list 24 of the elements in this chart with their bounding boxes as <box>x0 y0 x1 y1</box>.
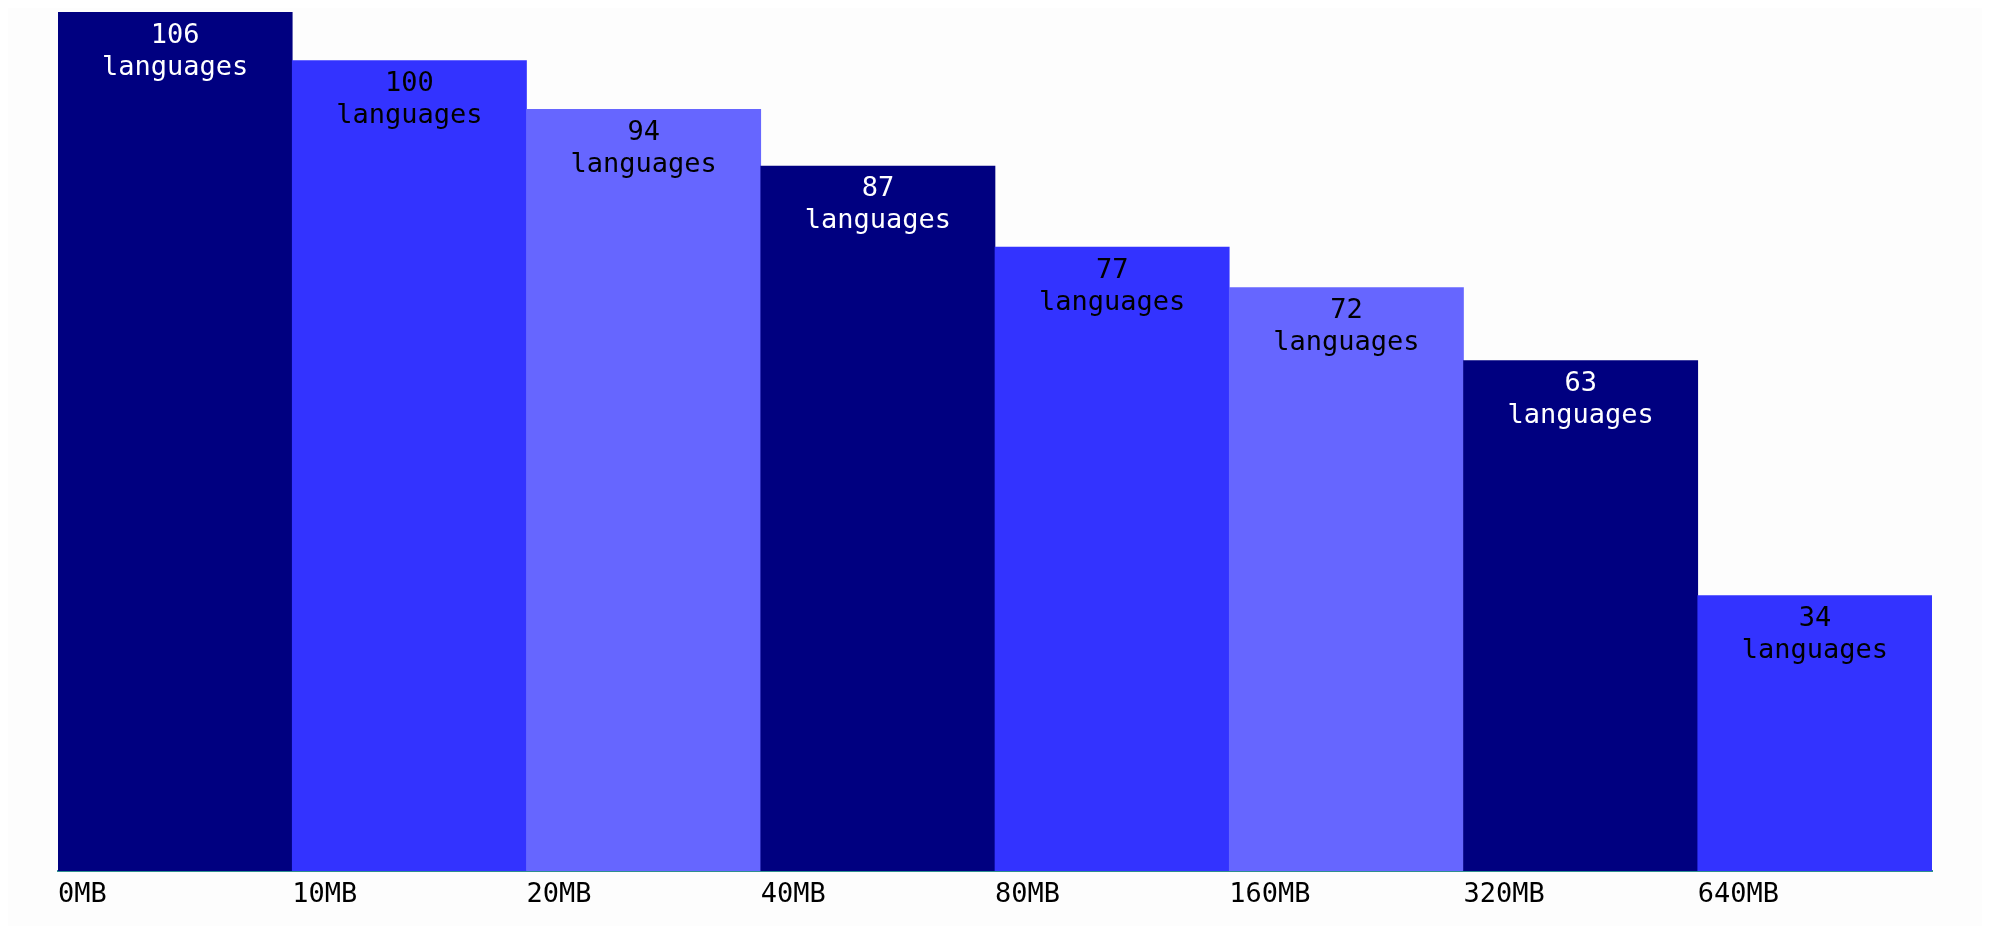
x-tick-label: 80MB <box>995 876 1061 908</box>
x-tick-label: 320MB <box>1463 876 1545 908</box>
bar <box>291 60 527 871</box>
data-label: 94 languages <box>570 114 717 178</box>
data-label: 106 languages <box>101 17 249 81</box>
x-tick-label: 640MB <box>1697 876 1780 908</box>
bar <box>1697 595 1932 871</box>
x-tick-label: 0MB <box>58 876 107 908</box>
x-tick-label: 20MB <box>526 876 592 908</box>
data-label: 87 languages <box>804 171 952 235</box>
bar <box>526 108 762 871</box>
data-label: 100 languages <box>336 66 483 130</box>
bar <box>994 246 1230 871</box>
data-label: 72 languages <box>1273 293 1420 357</box>
data-label: 63 languages <box>1507 365 1654 429</box>
bar <box>1228 287 1464 871</box>
bar <box>58 12 293 871</box>
bar <box>1463 360 1699 871</box>
data-label: 77 languages <box>1038 252 1186 316</box>
x-tick-label: 10MB <box>292 876 358 908</box>
x-tick-label: 40MB <box>760 876 826 908</box>
x-tick-label: 160MB <box>1229 876 1311 908</box>
bar <box>760 165 996 871</box>
data-label: 34 languages <box>1741 600 1889 664</box>
